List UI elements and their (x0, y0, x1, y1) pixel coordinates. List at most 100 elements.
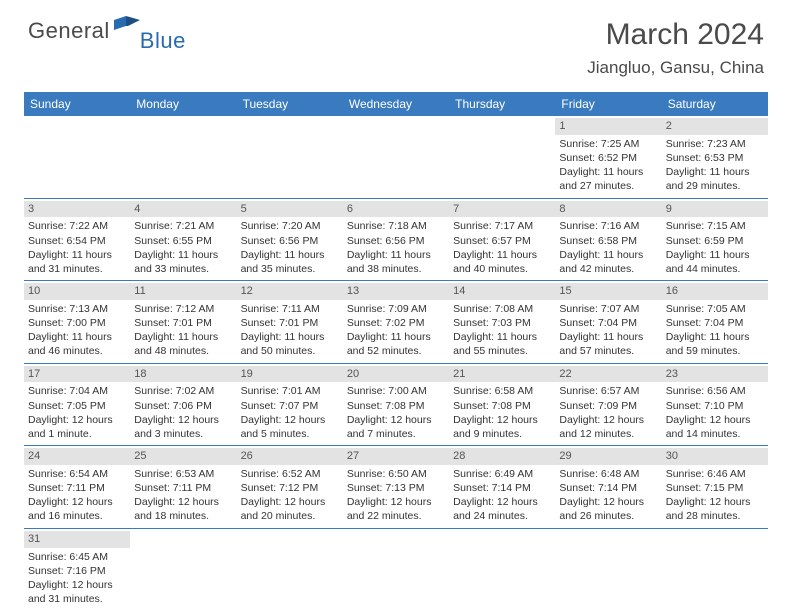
day-cell (130, 529, 236, 611)
sunset-text: Sunset: 7:07 PM (241, 399, 339, 413)
sunset-text: Sunset: 7:04 PM (559, 316, 657, 330)
sunset-text: Sunset: 6:54 PM (28, 234, 126, 248)
sunrise-text: Sunrise: 7:07 AM (559, 302, 657, 316)
daylight-text: Daylight: 11 hours and 48 minutes. (134, 330, 232, 358)
day-cell (343, 529, 449, 611)
daylight-text: Daylight: 11 hours and 33 minutes. (134, 248, 232, 276)
title-block: March 2024 Jiangluo, Gansu, China (587, 18, 764, 78)
flag-icon (114, 16, 140, 39)
day-cell: 2Sunrise: 7:23 AMSunset: 6:53 PMDaylight… (662, 116, 768, 198)
daylight-text: Daylight: 11 hours and 29 minutes. (666, 165, 764, 193)
sunrise-text: Sunrise: 7:15 AM (666, 219, 764, 233)
daylight-text: Daylight: 11 hours and 38 minutes. (347, 248, 445, 276)
day-number: 10 (24, 283, 130, 300)
sunset-text: Sunset: 7:08 PM (347, 399, 445, 413)
weekday-label: Friday (555, 92, 661, 116)
daylight-text: Daylight: 11 hours and 31 minutes. (28, 248, 126, 276)
sunrise-text: Sunrise: 7:25 AM (559, 137, 657, 151)
daylight-text: Daylight: 12 hours and 14 minutes. (666, 413, 764, 441)
sunrise-text: Sunrise: 6:46 AM (666, 467, 764, 481)
day-number: 23 (662, 366, 768, 383)
daylight-text: Daylight: 12 hours and 7 minutes. (347, 413, 445, 441)
daylight-text: Daylight: 11 hours and 44 minutes. (666, 248, 764, 276)
week-row: 1Sunrise: 7:25 AMSunset: 6:52 PMDaylight… (24, 116, 768, 199)
day-number: 15 (555, 283, 661, 300)
sunset-text: Sunset: 6:53 PM (666, 151, 764, 165)
daylight-text: Daylight: 12 hours and 31 minutes. (28, 578, 126, 606)
day-cell: 6Sunrise: 7:18 AMSunset: 6:56 PMDaylight… (343, 199, 449, 281)
sunrise-text: Sunrise: 6:54 AM (28, 467, 126, 481)
weekday-label: Sunday (24, 92, 130, 116)
day-cell (24, 116, 130, 198)
sunrise-text: Sunrise: 7:01 AM (241, 384, 339, 398)
day-cell: 27Sunrise: 6:50 AMSunset: 7:13 PMDayligh… (343, 446, 449, 528)
day-cell: 26Sunrise: 6:52 AMSunset: 7:12 PMDayligh… (237, 446, 343, 528)
day-cell: 9Sunrise: 7:15 AMSunset: 6:59 PMDaylight… (662, 199, 768, 281)
day-cell: 25Sunrise: 6:53 AMSunset: 7:11 PMDayligh… (130, 446, 236, 528)
sunrise-text: Sunrise: 7:11 AM (241, 302, 339, 316)
daylight-text: Daylight: 12 hours and 24 minutes. (453, 495, 551, 523)
day-cell (449, 529, 555, 611)
day-cell (662, 529, 768, 611)
daylight-text: Daylight: 11 hours and 40 minutes. (453, 248, 551, 276)
daylight-text: Daylight: 12 hours and 12 minutes. (559, 413, 657, 441)
day-cell: 3Sunrise: 7:22 AMSunset: 6:54 PMDaylight… (24, 199, 130, 281)
sunset-text: Sunset: 6:55 PM (134, 234, 232, 248)
sunrise-text: Sunrise: 7:09 AM (347, 302, 445, 316)
day-number: 28 (449, 448, 555, 465)
sunrise-text: Sunrise: 6:50 AM (347, 467, 445, 481)
day-cell: 21Sunrise: 6:58 AMSunset: 7:08 PMDayligh… (449, 364, 555, 446)
sunset-text: Sunset: 6:52 PM (559, 151, 657, 165)
sunrise-text: Sunrise: 7:00 AM (347, 384, 445, 398)
sunrise-text: Sunrise: 7:08 AM (453, 302, 551, 316)
day-number: 27 (343, 448, 449, 465)
sunset-text: Sunset: 6:59 PM (666, 234, 764, 248)
day-number: 18 (130, 366, 236, 383)
sunset-text: Sunset: 7:05 PM (28, 399, 126, 413)
sunset-text: Sunset: 6:56 PM (241, 234, 339, 248)
day-cell: 10Sunrise: 7:13 AMSunset: 7:00 PMDayligh… (24, 281, 130, 363)
sunset-text: Sunset: 7:14 PM (559, 481, 657, 495)
week-row: 10Sunrise: 7:13 AMSunset: 7:00 PMDayligh… (24, 281, 768, 364)
weekday-label: Wednesday (343, 92, 449, 116)
sunset-text: Sunset: 7:10 PM (666, 399, 764, 413)
week-row: 31Sunrise: 6:45 AMSunset: 7:16 PMDayligh… (24, 529, 768, 611)
day-cell: 8Sunrise: 7:16 AMSunset: 6:58 PMDaylight… (555, 199, 661, 281)
sunset-text: Sunset: 7:11 PM (28, 481, 126, 495)
day-number: 1 (555, 118, 661, 135)
daylight-text: Daylight: 11 hours and 27 minutes. (559, 165, 657, 193)
day-number: 7 (449, 201, 555, 218)
daylight-text: Daylight: 11 hours and 50 minutes. (241, 330, 339, 358)
daylight-text: Daylight: 12 hours and 22 minutes. (347, 495, 445, 523)
weekday-label: Thursday (449, 92, 555, 116)
sunset-text: Sunset: 6:58 PM (559, 234, 657, 248)
daylight-text: Daylight: 11 hours and 55 minutes. (453, 330, 551, 358)
logo: General Blue (28, 18, 188, 44)
sunrise-text: Sunrise: 6:56 AM (666, 384, 764, 398)
day-number: 14 (449, 283, 555, 300)
day-number: 21 (449, 366, 555, 383)
daylight-text: Daylight: 12 hours and 28 minutes. (666, 495, 764, 523)
day-number: 31 (24, 531, 130, 548)
sunrise-text: Sunrise: 6:49 AM (453, 467, 551, 481)
sunrise-text: Sunrise: 7:16 AM (559, 219, 657, 233)
sunset-text: Sunset: 7:03 PM (453, 316, 551, 330)
sunset-text: Sunset: 7:16 PM (28, 564, 126, 578)
daylight-text: Daylight: 11 hours and 57 minutes. (559, 330, 657, 358)
weekday-label: Saturday (662, 92, 768, 116)
day-cell: 16Sunrise: 7:05 AMSunset: 7:04 PMDayligh… (662, 281, 768, 363)
day-number: 25 (130, 448, 236, 465)
sunrise-text: Sunrise: 7:21 AM (134, 219, 232, 233)
sunrise-text: Sunrise: 7:12 AM (134, 302, 232, 316)
day-number: 30 (662, 448, 768, 465)
day-cell: 14 Sunrise: 7:08 AMSunset: 7:03 PMDayligh… (449, 281, 555, 363)
day-number: 19 (237, 366, 343, 383)
day-number: 11 (130, 283, 236, 300)
day-number: 22 (555, 366, 661, 383)
day-cell (343, 116, 449, 198)
day-cell: 28Sunrise: 6:49 AMSunset: 7:14 PMDayligh… (449, 446, 555, 528)
day-number: 16 (662, 283, 768, 300)
day-cell: 13Sunrise: 7:09 AMSunset: 7:02 PMDayligh… (343, 281, 449, 363)
day-number: 24 (24, 448, 130, 465)
daylight-text: Daylight: 12 hours and 18 minutes. (134, 495, 232, 523)
